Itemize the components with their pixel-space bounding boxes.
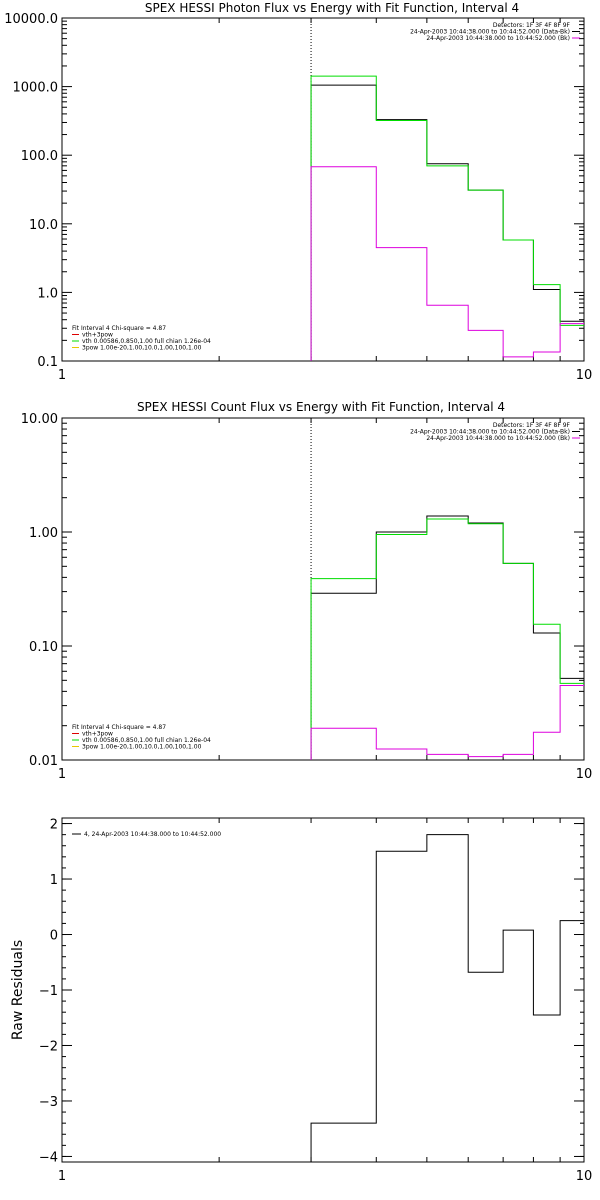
x-tick-label: 1 [58, 767, 66, 782]
y-tick-label: 1 [50, 873, 58, 888]
fit-legend-text: vth 0.00586,0.850,1.00 full chian 1.26e-… [82, 338, 211, 345]
fit-legend-text: Fit Interval 4 Chi-square = 4.87 [72, 724, 166, 731]
detector-legend-text: 24-Apr-2003 10:44:38.000 to 10:44:52.000… [410, 429, 570, 436]
series-line-2 [310, 685, 584, 760]
x-tick-label: 1 [58, 1169, 66, 1184]
detector-legend-text: 24-Apr-2003 10:44:38.000 to 10:44:52.000… [426, 435, 570, 442]
y-tick-label: −3 [39, 1095, 58, 1110]
y-tick-label: −2 [39, 1039, 58, 1054]
fit-legend-text: vth+3pow [82, 731, 113, 738]
fit-legend-text: Fit Interval 4 Chi-square = 4.87 [72, 325, 166, 332]
count-flux-panel: SPEX HESSI Count Flux vs Energy with Fit… [21, 400, 592, 782]
series-line-2 [310, 166, 584, 361]
detector-legend-text: Detectors: 1F 3F 4F 8F 9F [493, 22, 571, 29]
detector-legend-text: 24-Apr-2003 10:44:38.000 to 10:44:52.000… [426, 35, 570, 42]
series-line-0 [310, 84, 584, 361]
fit-legend-text: vth 0.00586,0.850,1.00 full chian 1.26e-… [82, 737, 211, 744]
detector-legend-text: 24-Apr-2003 10:44:38.000 to 10:44:52.000… [410, 29, 570, 36]
residual-legend-text: 4, 24-Apr-2003 10:44:38.000 to 10:44:52.… [84, 831, 221, 838]
y-tick-label: 1000.0 [13, 81, 59, 96]
y-tick-label: −1 [39, 984, 58, 999]
plot-frame [61, 417, 585, 761]
y-tick-label: 1.00 [29, 526, 58, 541]
y-tick-label: 0.1 [37, 355, 58, 370]
fit-legend-text: 3pow 1.00e-20,1.00,10.0,1.00,100,1.00 [82, 744, 202, 751]
series-line-0 [310, 515, 584, 760]
photon-flux-panel: SPEX HESSI Photon Flux vs Energy with Fi… [4, 1, 592, 383]
x-tick-label: 1 [58, 368, 66, 383]
series-line-1 [310, 518, 584, 760]
plot-frame [61, 17, 585, 362]
fit-legend-text: vth+3pow [82, 332, 113, 339]
x-tick-label: 10 [576, 368, 593, 383]
residuals-ylabel: Raw Residuals [10, 940, 26, 1040]
y-tick-label: 0.01 [29, 754, 58, 769]
y-tick-label: 100.0 [21, 149, 58, 164]
y-tick-label: 0 [50, 929, 58, 944]
count-flux-title: SPEX HESSI Count Flux vs Energy with Fit… [137, 400, 505, 414]
y-tick-label: −4 [39, 1150, 58, 1165]
y-tick-label: 10000.0 [4, 12, 58, 27]
residuals-panel: Raw Residuals 1 10 −4 −3 −2 −1 0 1 2 4, 24-Apr-20… [10, 817, 593, 1184]
y-tick-label: 10.0 [29, 218, 58, 233]
x-tick-label: 10 [576, 767, 593, 782]
photon-flux-title: SPEX HESSI Photon Flux vs Energy with Fi… [145, 1, 519, 15]
x-tick-label: 10 [576, 1169, 593, 1184]
series-line-1 [310, 75, 584, 361]
y-tick-label: 0.10 [29, 640, 58, 655]
fit-legend-text: 3pow 1.00e-20,1.00,10.0,1.00,100,1.00 [82, 345, 202, 352]
y-tick-label: 10.00 [21, 412, 58, 427]
y-tick-label: 1.0 [37, 286, 58, 301]
series-line-0 [310, 834, 584, 1162]
y-tick-label: 2 [50, 818, 58, 833]
plot-frame [61, 817, 585, 1163]
detector-legend-text: Detectors: 1F 3F 4F 8F 9F [493, 422, 571, 429]
